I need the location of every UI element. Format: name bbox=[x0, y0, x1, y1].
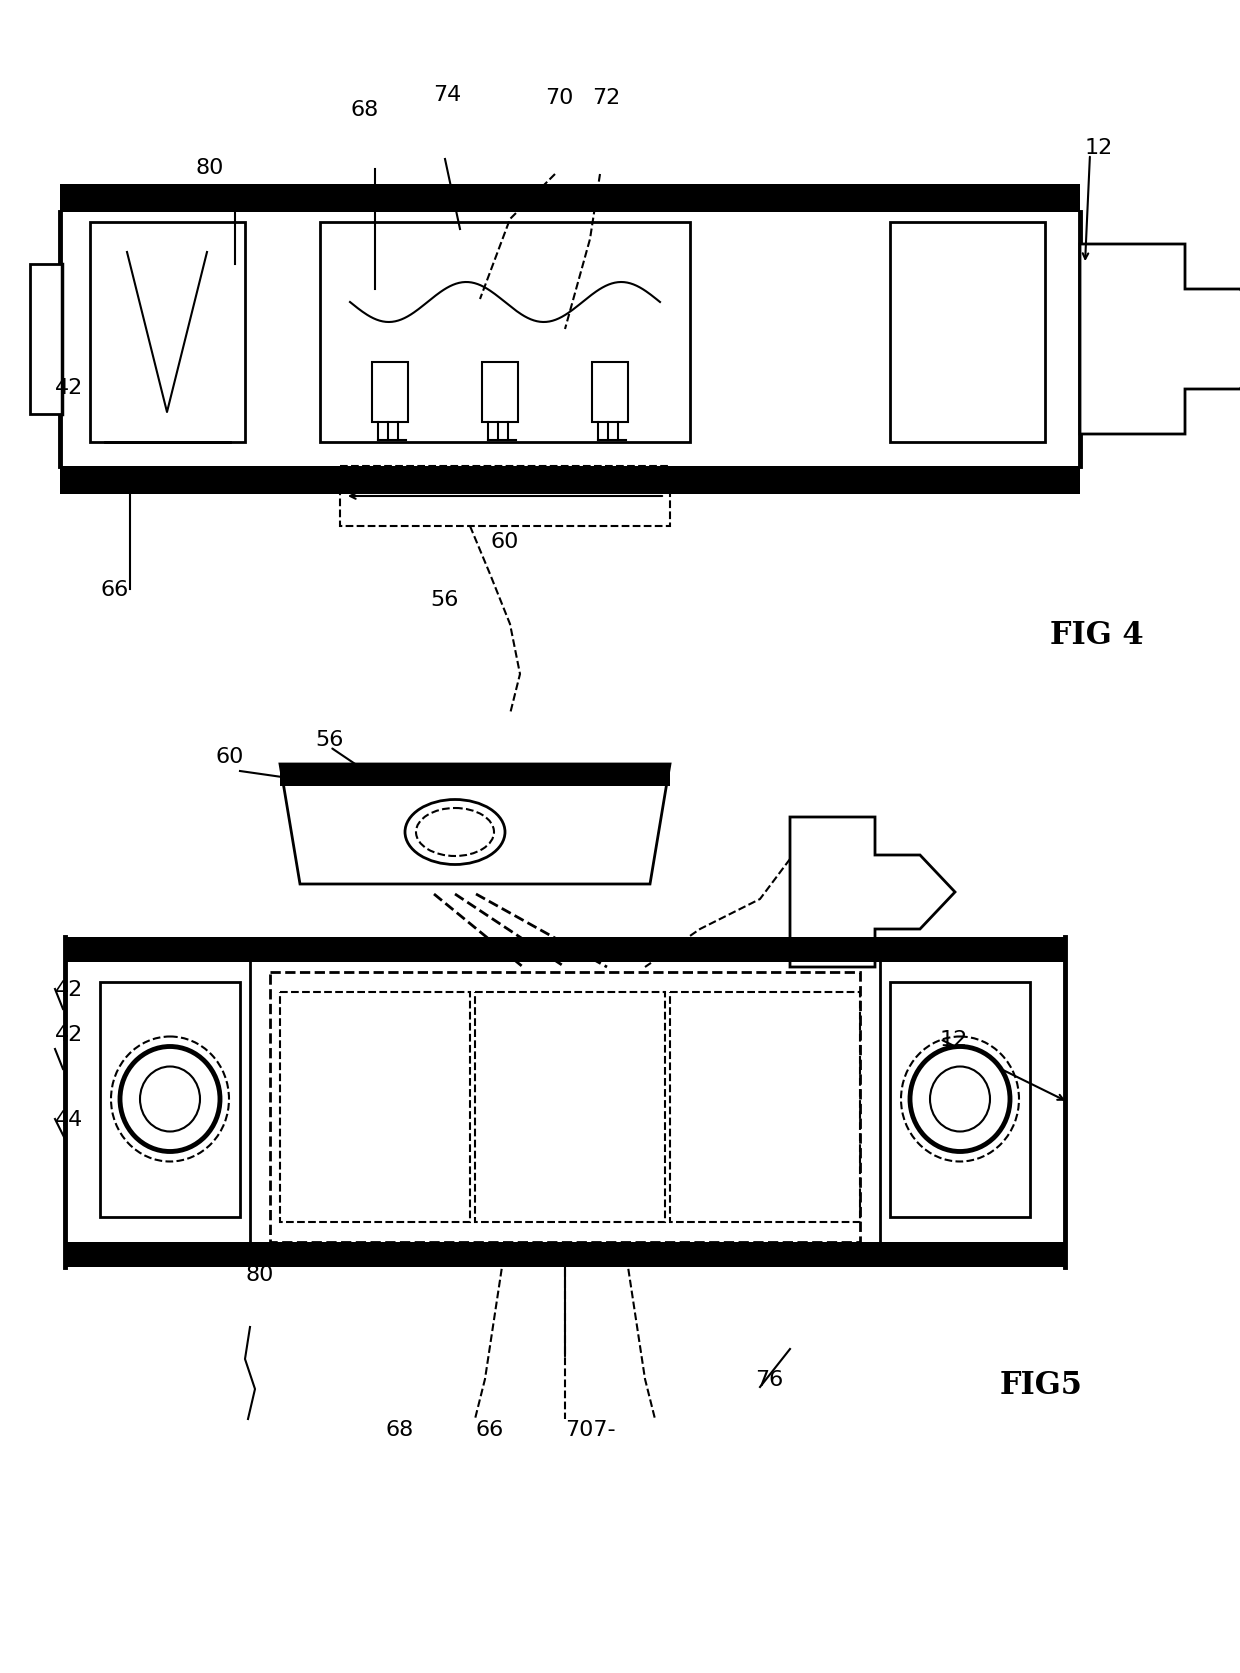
Bar bbox=[320, 223, 689, 443]
Bar bbox=[91, 223, 246, 443]
Text: 42: 42 bbox=[55, 1024, 83, 1044]
Ellipse shape bbox=[120, 1047, 219, 1151]
Polygon shape bbox=[280, 765, 670, 885]
Ellipse shape bbox=[140, 1067, 200, 1133]
Polygon shape bbox=[790, 818, 955, 967]
Bar bbox=[68, 962, 1061, 1243]
Bar bbox=[890, 982, 1030, 1218]
Text: 68: 68 bbox=[386, 1419, 414, 1439]
Ellipse shape bbox=[910, 1047, 1011, 1151]
Bar bbox=[591, 363, 627, 423]
Text: 80: 80 bbox=[246, 1265, 273, 1285]
Text: 60: 60 bbox=[490, 532, 518, 552]
Bar bbox=[30, 264, 62, 415]
Bar bbox=[64, 937, 1065, 962]
Bar bbox=[482, 363, 518, 423]
Text: 60: 60 bbox=[215, 746, 243, 766]
Bar bbox=[280, 765, 670, 786]
Text: 44: 44 bbox=[55, 1109, 83, 1129]
Bar bbox=[670, 992, 861, 1223]
Bar bbox=[64, 1243, 1065, 1266]
Text: 66: 66 bbox=[476, 1419, 505, 1439]
Text: 42: 42 bbox=[55, 378, 83, 398]
Text: 74: 74 bbox=[433, 85, 461, 105]
Text: 12: 12 bbox=[940, 1029, 968, 1049]
Bar bbox=[890, 223, 1045, 443]
Bar bbox=[280, 992, 470, 1223]
Text: 42: 42 bbox=[55, 979, 83, 999]
Ellipse shape bbox=[405, 800, 505, 865]
Bar bbox=[475, 992, 665, 1223]
Text: 56: 56 bbox=[315, 729, 343, 750]
Text: 80: 80 bbox=[195, 157, 223, 177]
Text: FIG5: FIG5 bbox=[999, 1369, 1083, 1400]
Polygon shape bbox=[1080, 244, 1240, 435]
Text: 70: 70 bbox=[546, 89, 573, 109]
Text: 76: 76 bbox=[755, 1369, 784, 1389]
Text: 72: 72 bbox=[591, 89, 620, 109]
Text: 56: 56 bbox=[430, 589, 459, 609]
Text: FIG 4: FIG 4 bbox=[1050, 619, 1143, 651]
Bar bbox=[60, 186, 1080, 212]
Bar bbox=[60, 467, 1080, 495]
Text: 12: 12 bbox=[1085, 137, 1114, 157]
Bar bbox=[340, 467, 670, 527]
Bar bbox=[270, 972, 861, 1243]
Bar bbox=[63, 212, 1078, 467]
Text: 707-: 707- bbox=[564, 1419, 615, 1439]
Text: 68: 68 bbox=[350, 100, 378, 120]
Text: 66: 66 bbox=[100, 579, 128, 599]
Bar bbox=[100, 982, 241, 1218]
Bar bbox=[372, 363, 408, 423]
Ellipse shape bbox=[930, 1067, 990, 1133]
